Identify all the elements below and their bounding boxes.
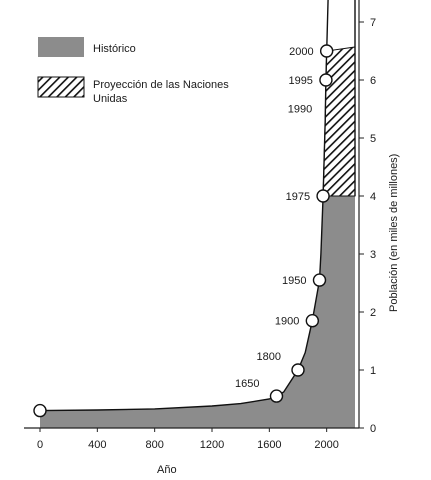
area-projection <box>322 46 356 197</box>
legend-label-projection-line2: Unidas <box>93 93 128 105</box>
y-tick-label: 0 <box>370 423 376 435</box>
marker-label-1975: 1975 <box>286 191 310 203</box>
y-axis-title: Población (en miles de millones) <box>388 154 400 312</box>
marker-1995 <box>319 73 333 87</box>
marker-label-1900: 1900 <box>275 316 299 328</box>
area-historic <box>40 196 355 428</box>
legend-label-historic: Histórico <box>93 43 136 55</box>
annotation-1990: 1990 <box>288 104 312 116</box>
x-tick-label: 400 <box>88 439 106 451</box>
marker-1650 <box>269 389 284 403</box>
legend-label-projection: Proyección de las Naciones Unidas <box>93 79 232 105</box>
y-tick-label: 5 <box>370 133 376 145</box>
y-tick-label: 4 <box>370 191 376 203</box>
population-curve <box>39 0 329 412</box>
marker-start <box>33 403 47 418</box>
marker-label-1995: 1995 <box>288 75 312 87</box>
marker-1800 <box>291 363 305 377</box>
x-tick-label: 1600 <box>257 439 281 451</box>
legend-label-projection-line1: Proyección de las Naciones <box>93 79 229 91</box>
x-tick-label: 2000 <box>314 439 338 451</box>
marker-label-1650: 1650 <box>235 378 259 390</box>
plot-area: 0 400 800 1200 1600 2000 0 1 2 3 4 5 6 7 1650 1800 1900 1… <box>24 0 376 451</box>
x-tick-label: 0 <box>37 439 43 451</box>
marker-1950 <box>312 273 327 287</box>
y-tick-label: 2 <box>370 307 376 319</box>
marker-label-1950: 1950 <box>282 275 306 287</box>
marker-label-2000: 2000 <box>289 46 313 58</box>
y-tick-label: 6 <box>370 75 376 87</box>
marker-1900 <box>305 314 320 328</box>
y-tick-label: 7 <box>370 17 376 29</box>
legend-swatch-historic <box>38 37 84 57</box>
y-tick-label: 1 <box>370 365 376 377</box>
legend: Histórico Proyección de las Naciones Uni… <box>37 37 232 105</box>
legend-swatch-projection <box>37 76 85 98</box>
marker-label-1800: 1800 <box>257 351 281 363</box>
x-tick-label: 800 <box>145 439 163 451</box>
x-tick-label: 1200 <box>200 439 224 451</box>
y-tick-label: 3 <box>370 249 376 261</box>
x-axis-title: Año <box>157 464 177 476</box>
marker-2000 <box>319 44 334 58</box>
marker-1975 <box>316 189 330 203</box>
